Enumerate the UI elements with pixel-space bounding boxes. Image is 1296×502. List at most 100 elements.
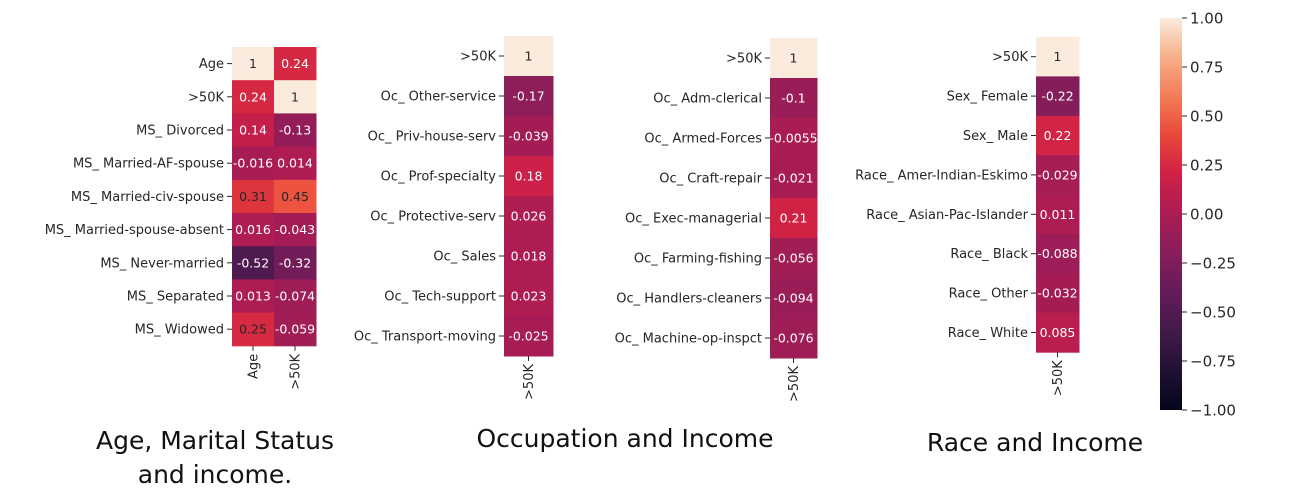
heatmap-1-cell-50k-age — [232, 80, 275, 114]
heatmap-4-cell-label: -0.088 — [1037, 246, 1077, 261]
heatmap-1-cell-label: 0.45 — [281, 189, 309, 204]
colorbar-tick-label: 0.75 — [1190, 59, 1223, 77]
heatmap-1-cell-label: -0.059 — [275, 322, 315, 337]
row-label-oc-farming-fishing: Oc_ Farming-fishing — [634, 252, 762, 267]
heatmap-3-cell-oc-armed-forces-50k — [770, 118, 818, 159]
row-label-ms-divorced: MS_ Divorced — [136, 124, 224, 139]
heatmap-4-cell-label: -0.032 — [1037, 286, 1077, 301]
colorbar-tick-label: 1.00 — [1190, 10, 1223, 28]
row-label-ms-separated: MS_ Separated — [127, 290, 224, 305]
heatmap-2-cell-oc-protective-serv-50k — [504, 196, 554, 237]
colorbar-tick-label: 0.00 — [1190, 206, 1223, 224]
heatmap-1-cell-label: 0.24 — [239, 89, 267, 104]
colorbar-tick-label: −0.25 — [1190, 255, 1236, 273]
colorbar-tick-label: −0.50 — [1190, 304, 1236, 322]
column-label-50k: >50K — [522, 364, 537, 400]
heatmap-1-cell-ms-married-civ-spouse-50k — [274, 179, 317, 214]
heatmap-4-cell-label: 0.085 — [1040, 325, 1076, 340]
heatmap-3-cell-label: -0.076 — [773, 331, 813, 346]
heatmap-1-cell-age-age — [232, 47, 275, 81]
row-label-oc-protective-serv: Oc_ Protective-serv — [370, 210, 496, 225]
row-label-sex-male: Sex_ Male — [963, 129, 1028, 144]
heatmap-3-cell-oc-handlers-cleaners-50k — [770, 278, 818, 319]
caption-occupation: Occupation and Income — [476, 424, 774, 453]
heatmap-1-cell-ms-married-spouse-absent-age — [232, 213, 275, 247]
heatmap-4-cell-race-black-50k — [1036, 234, 1080, 274]
heatmap-1: 1 0.24 Age 0.24 1 >50K 0.14 -0.13 MS_ Divorced -0… — [45, 47, 317, 390]
heatmap-1-cell-label: -0.52 — [237, 255, 269, 270]
row-label-sex-female: Sex_ Female — [947, 90, 1028, 105]
heatmap-3: 1 >50K -0.1 Oc_ Adm-clerical -0.0055 Oc_ Arme… — [615, 38, 818, 402]
row-label-ms-married-spouse-absent: MS_ Married-spouse-absent — [45, 223, 224, 238]
row-label-oc-craft-repair: Oc_ Craft-repair — [659, 172, 762, 187]
heatmap-2-cell-label: 0.026 — [511, 209, 547, 224]
heatmap-4-cell-race-other-50k — [1036, 273, 1080, 314]
row-label-age: Age — [199, 57, 224, 72]
heatmap-2-cell-label: 0.18 — [515, 169, 543, 184]
heatmap-1-cell-label: 0.31 — [239, 189, 267, 204]
heatmap-1-cell-ms-never-married-age — [232, 246, 275, 280]
row-label-oc-handlers-cleaners: Oc_ Handlers-cleaners — [616, 292, 762, 307]
heatmap-4-cell-label: -0.22 — [1041, 89, 1073, 104]
row-label-race-other: Race_ Other — [949, 287, 1029, 302]
heatmap-1-cell-label: 0.24 — [281, 56, 309, 71]
heatmap-1-cell-label: 0.14 — [239, 123, 267, 138]
row-label-oc-prof-specialty: Oc_ Prof-specialty — [381, 170, 497, 185]
heatmap-3-cell-label: -0.0055 — [769, 131, 817, 146]
heatmap-1-cell-label: -0.043 — [275, 222, 315, 237]
heatmap-4-cell-label: 0.011 — [1040, 207, 1076, 222]
row-label-oc-priv-house-serv: Oc_ Priv-house-serv — [368, 130, 497, 145]
row-label-race-asian-pac-islander: Race_ Asian-Pac-Islander — [866, 208, 1028, 223]
caption-race: Race and Income — [926, 428, 1144, 457]
heatmap-1-cell-label: 0.25 — [239, 322, 267, 337]
heatmap-1-cell-ms-divorced-age — [232, 113, 275, 148]
heatmap-4-cell-label: -0.029 — [1037, 167, 1077, 182]
row-label-oc-exec-managerial: Oc_ Exec-managerial — [625, 212, 762, 227]
heatmap-1-cell-age-50k — [274, 47, 317, 81]
heatmap-4-cell-race-amer-indian-eskimo-50k — [1036, 155, 1080, 196]
colorbar-tick-label: −1.00 — [1190, 402, 1236, 420]
row-label-oc-armed-forces: Oc_ Armed-Forces — [644, 132, 762, 147]
heatmap-3-cell-label: 0.21 — [780, 211, 808, 226]
heatmap-4-cell-sex-male-50k — [1036, 115, 1080, 156]
heatmap-3-cell-label: 1 — [790, 51, 798, 66]
heatmap-1-cell-label: 0.013 — [235, 289, 271, 304]
row-label-50k: >50K — [460, 50, 496, 65]
heatmap-4-cell-50k-50k — [1036, 37, 1080, 77]
heatmap-3-cell-oc-machine-op-inspct-50k — [770, 318, 818, 359]
column-label-50k: >50K — [1051, 360, 1066, 396]
heatmap-4-cell-race-asian-pac-islander-50k — [1036, 194, 1080, 235]
heatmap-4: 1 >50K -0.22 Sex_ Female 0.22 Sex_ Male -0.029… — [855, 37, 1080, 396]
colorbar-tick-label: −0.75 — [1190, 353, 1236, 371]
heatmap-1-cell-ms-married-spouse-absent-50k — [274, 213, 317, 247]
heatmap-2-cell-50k-50k — [504, 36, 554, 77]
column-label-50k: >50K — [289, 353, 304, 389]
heatmap-3-cell-label: -0.021 — [773, 171, 813, 186]
heatmap-4-cell-race-white-50k — [1036, 312, 1080, 353]
colorbar-gradient — [1160, 18, 1182, 410]
heatmap-1-cell-label: -0.13 — [279, 123, 311, 138]
heatmap-4-cell-label: 1 — [1054, 49, 1062, 64]
heatmap-2-cell-oc-priv-house-serv-50k — [504, 116, 554, 157]
heatmap-2-cell-label: 0.023 — [511, 289, 547, 304]
row-label-50k: >50K — [726, 52, 762, 67]
heatmap-3-cell-label: -0.094 — [773, 291, 813, 306]
heatmap-1-cell-label: 1 — [249, 56, 257, 71]
heatmap-1-cell-ms-widowed-age — [232, 312, 275, 347]
heatmap-1-cell-label: 1 — [291, 89, 299, 104]
heatmap-3-cell-oc-adm-clerical-50k — [770, 78, 818, 119]
row-label-ms-married-af-spouse: MS_ Married-AF-spouse — [73, 157, 224, 172]
row-label-oc-transport-moving: Oc_ Transport-moving — [354, 330, 496, 345]
heatmap-3-cell-label: -0.1 — [781, 91, 805, 106]
heatmap-2-cell-label: 1 — [525, 49, 533, 64]
row-label-race-white: Race_ White — [948, 326, 1028, 341]
heatmap-1-cell-ms-separated-50k — [274, 279, 317, 314]
heatmap-4-cell-label: 0.22 — [1044, 128, 1072, 143]
colorbar-tick-label: 0.25 — [1190, 157, 1223, 175]
heatmap-1-cell-label: 0.016 — [235, 222, 271, 237]
heatmap-2-cell-oc-transport-moving-50k — [504, 316, 554, 357]
heatmap-2-cell-oc-other-service-50k — [504, 76, 554, 117]
heatmap-1-cell-label: -0.074 — [275, 289, 315, 304]
heatmap-1-cell-ms-married-af-spouse-age — [232, 146, 275, 181]
